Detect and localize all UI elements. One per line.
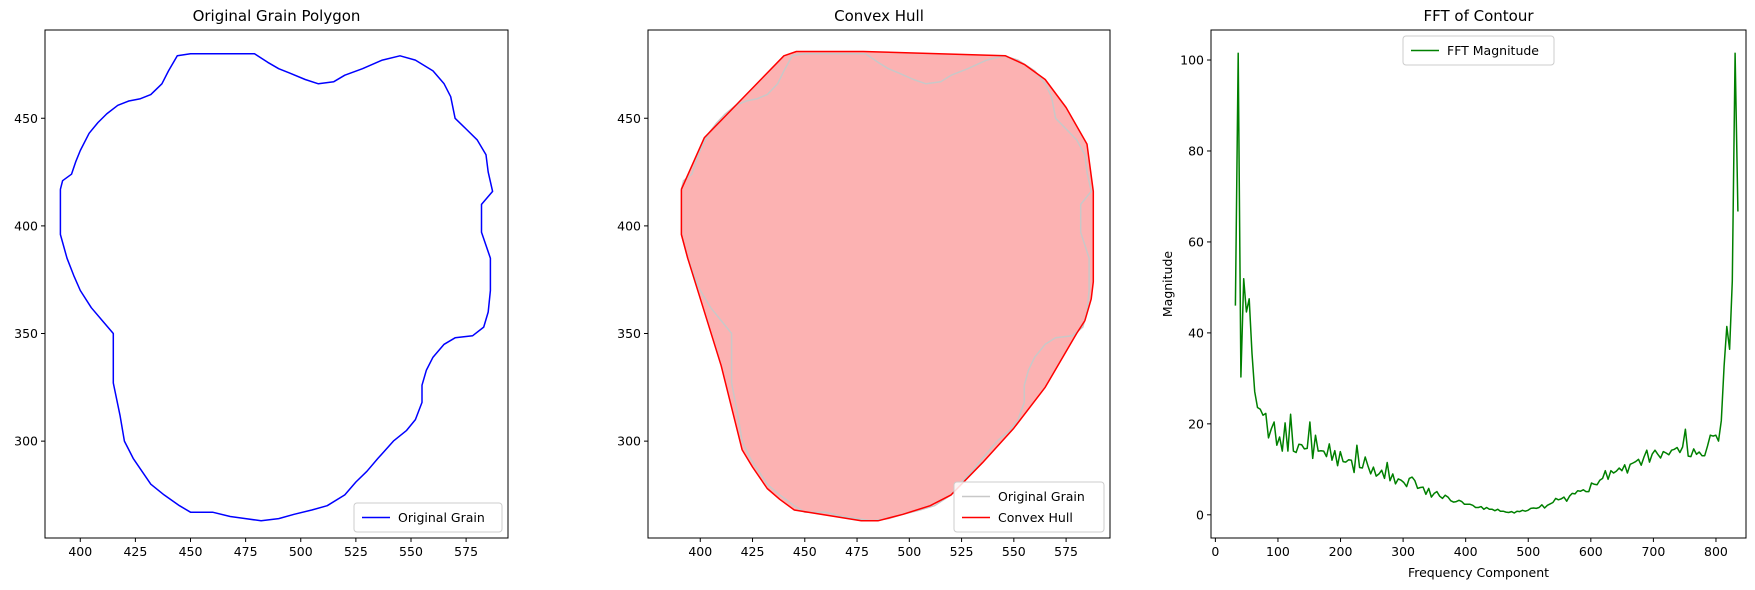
y-tick-label: 300 xyxy=(617,434,641,449)
y-tick-label: 60 xyxy=(1188,234,1204,249)
panel-fft: FFT of Contour 0 100 200 300 400 500 600 700 800… xyxy=(1160,7,1747,580)
x-tick-label: 525 xyxy=(344,544,368,559)
x-tick-label: 550 xyxy=(1002,544,1026,559)
y-tick-label: 40 xyxy=(1188,325,1204,340)
y-tick-label: 0 xyxy=(1196,507,1204,522)
panel-original-grain: Original Grain Polygon 400 425 450 475 500 52… xyxy=(14,7,509,559)
x-tick-label: 400 xyxy=(1454,544,1478,559)
chart-title: Original Grain Polygon xyxy=(193,7,361,25)
y-tick-label: 450 xyxy=(617,111,641,126)
y-tick-label: 400 xyxy=(14,218,38,233)
y-axis-label: Magnitude xyxy=(1160,251,1175,318)
series-line-original-grain xyxy=(59,52,494,522)
series-line-fft-magnitude xyxy=(1234,52,1739,514)
chart-title: FFT of Contour xyxy=(1423,7,1534,25)
legend: FFT Magnitude xyxy=(1402,35,1555,66)
x-tick-label: 575 xyxy=(454,544,478,559)
panel-convex-hull: Convex Hull 400 425 450 475 500 525 550 575 300… xyxy=(617,7,1111,559)
x-tick-label: 500 xyxy=(1516,544,1540,559)
x-axis-label: Frequency Component xyxy=(1408,565,1549,580)
legend-frame xyxy=(353,502,503,533)
series-line-original-grain xyxy=(680,52,1092,522)
x-tick-label: 200 xyxy=(1329,544,1353,559)
x-tick-label: 575 xyxy=(1054,544,1078,559)
y-tick-label: 80 xyxy=(1188,143,1204,158)
axes-frame xyxy=(647,29,1111,539)
x-tick-label: 450 xyxy=(793,544,817,559)
x-tick-label: 450 xyxy=(179,544,203,559)
hull-fill xyxy=(681,51,1094,521)
y-tick-label: 450 xyxy=(14,111,38,126)
x-tick-label: 475 xyxy=(234,544,258,559)
y-tick-label: 350 xyxy=(14,326,38,341)
legend-label: Original Grain xyxy=(998,489,1085,504)
legend-label: Original Grain xyxy=(398,510,485,525)
series-line-convex-hull xyxy=(680,50,1095,522)
legend-label: Convex Hull xyxy=(998,510,1073,525)
x-tick-label: 475 xyxy=(845,544,869,559)
x-tick-label: 500 xyxy=(897,544,921,559)
x-tick-label: 700 xyxy=(1641,544,1665,559)
x-tick-label: 400 xyxy=(688,544,712,559)
x-tick-label: 550 xyxy=(399,544,423,559)
legend: Original Grain Convex Hull xyxy=(953,481,1105,533)
x-tick-label: 425 xyxy=(123,544,147,559)
x-tick-label: 500 xyxy=(289,544,313,559)
legend-frame xyxy=(953,481,1105,533)
legend-label: FFT Magnitude xyxy=(1447,43,1539,58)
axes-frame xyxy=(1210,29,1747,539)
chart-title: Convex Hull xyxy=(834,7,924,25)
axes-frame xyxy=(44,29,509,539)
x-tick-label: 800 xyxy=(1704,544,1728,559)
x-tick-label: 525 xyxy=(950,544,974,559)
y-tick-label: 100 xyxy=(1180,53,1204,68)
y-tick-label: 20 xyxy=(1188,416,1204,431)
x-tick-label: 600 xyxy=(1579,544,1603,559)
x-tick-label: 425 xyxy=(741,544,765,559)
y-tick-label: 300 xyxy=(14,434,38,449)
legend-frame xyxy=(1402,35,1555,66)
y-tick-label: 400 xyxy=(617,218,641,233)
x-tick-label: 100 xyxy=(1266,544,1290,559)
legend: Original Grain xyxy=(353,502,503,533)
x-tick-label: 0 xyxy=(1211,544,1219,559)
x-tick-label: 400 xyxy=(68,544,92,559)
y-tick-label: 350 xyxy=(617,326,641,341)
x-tick-label: 300 xyxy=(1391,544,1415,559)
